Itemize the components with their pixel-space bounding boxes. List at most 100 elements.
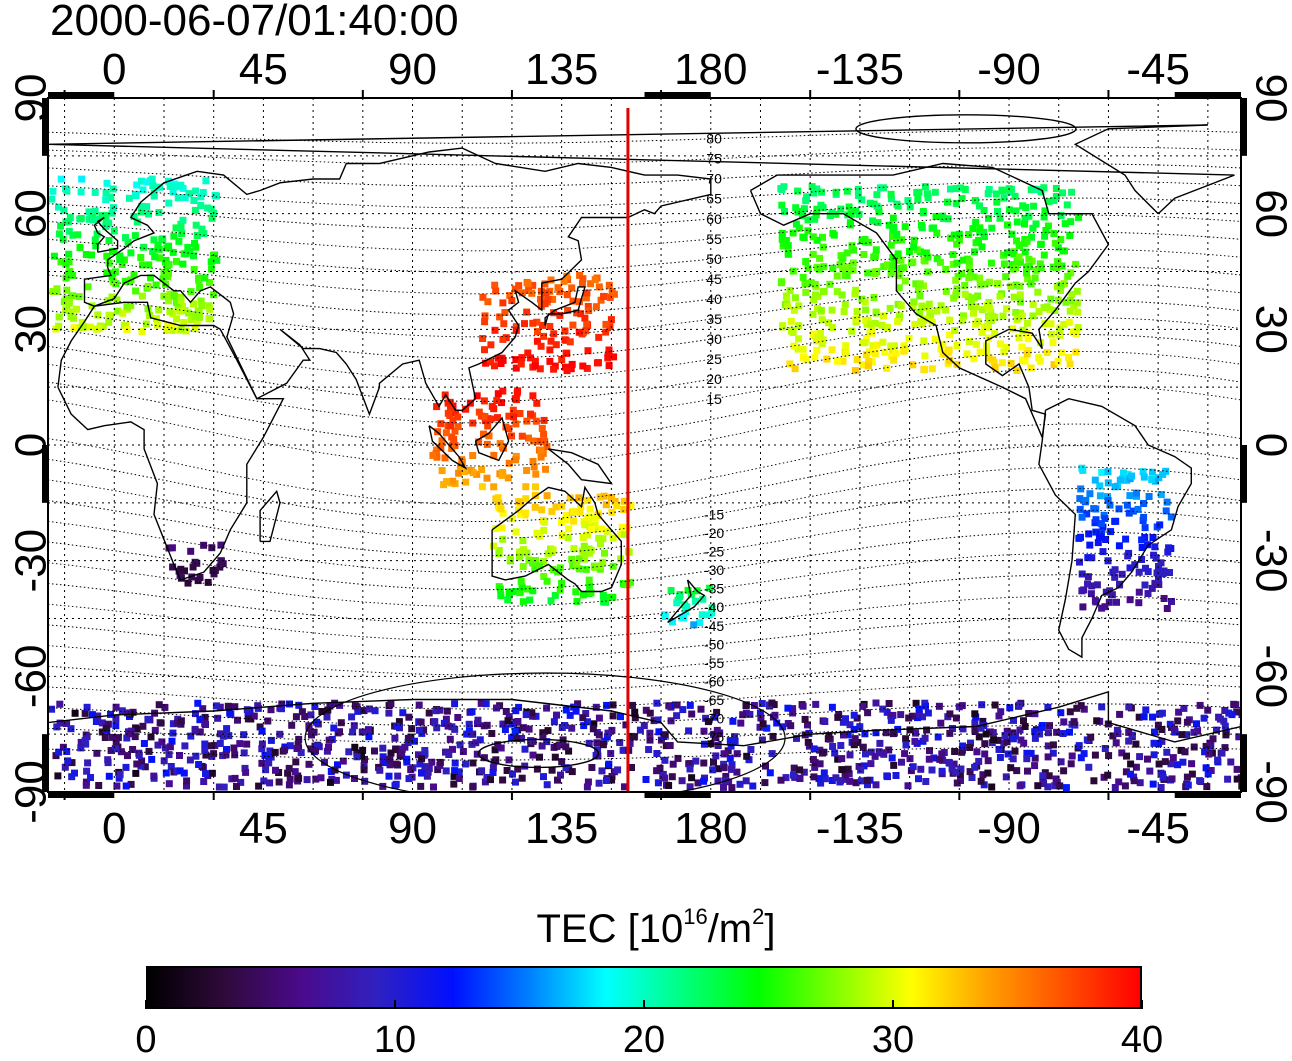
- tec-cell: [1056, 782, 1064, 790]
- tec-cell: [191, 206, 199, 214]
- tec-cell: [1218, 749, 1226, 757]
- tec-cell: [1011, 747, 1019, 755]
- tec-cell: [118, 261, 126, 268]
- tec-cell: [88, 711, 96, 719]
- tec-cell: [566, 711, 574, 719]
- tec-cell: [1037, 240, 1045, 248]
- tec-cell: [887, 195, 895, 203]
- tec-cell: [1135, 588, 1143, 596]
- tec-cell: [84, 759, 92, 767]
- tec-cell: [853, 356, 861, 364]
- tec-cell: [181, 567, 188, 575]
- tec-cell: [393, 722, 401, 730]
- tec-cell: [984, 769, 992, 777]
- tec-cell: [195, 761, 203, 768]
- tec-cell: [531, 503, 539, 511]
- tec-cell: [137, 254, 145, 261]
- tec-cell: [511, 728, 519, 735]
- tec-cell: [454, 714, 462, 721]
- tec-cell: [94, 311, 102, 319]
- tec-cell: [492, 525, 500, 532]
- tec-cell: [887, 716, 895, 724]
- tec-cell: [850, 711, 858, 719]
- tec-cell: [1049, 741, 1057, 749]
- tec-cell: [405, 775, 413, 783]
- tec-cell: [178, 302, 186, 310]
- tec-cell: [385, 772, 393, 780]
- tec-cell: [854, 191, 862, 199]
- tec-cell: [991, 363, 999, 371]
- tec-cell: [782, 774, 790, 782]
- tec-cell: [700, 777, 708, 785]
- pole-contour: [304, 672, 786, 792]
- tec-cell: [777, 776, 785, 784]
- tec-cell: [828, 306, 836, 314]
- tec-cell: [1104, 771, 1112, 779]
- tec-cell: [75, 293, 83, 301]
- tec-cell: [67, 308, 75, 316]
- tec-cell: [173, 315, 180, 323]
- tec-cell: [562, 743, 570, 751]
- tec-cell: [166, 743, 174, 751]
- tec-cell: [816, 329, 824, 337]
- tec-cell: [103, 269, 111, 277]
- tec-cell: [187, 547, 195, 555]
- tec-cell: [202, 177, 210, 185]
- tec-cell: [956, 771, 964, 778]
- tec-cell: [540, 527, 548, 534]
- tec-cell: [904, 782, 912, 790]
- tec-cell: [595, 779, 603, 787]
- tec-cell: [946, 729, 954, 737]
- left-axis-label: -30: [7, 529, 56, 593]
- tec-cell: [548, 507, 556, 515]
- tec-cell: [864, 362, 872, 370]
- tec-cell: [1194, 727, 1202, 735]
- coastline-layer: [48, 124, 1241, 747]
- lon-tick: [510, 792, 513, 800]
- tec-cell: [138, 292, 146, 300]
- tec-cell: [258, 740, 266, 748]
- lon-tick: [510, 90, 513, 98]
- tec-cell: [810, 189, 818, 197]
- tec-cell: [1012, 207, 1020, 215]
- tec-cell: [925, 300, 933, 308]
- tec-cell: [756, 709, 764, 717]
- tec-cell: [1052, 193, 1060, 200]
- tec-cell: [473, 392, 481, 400]
- tec-cell: [1175, 708, 1183, 716]
- tec-cell: [208, 214, 216, 222]
- tec-cell: [546, 346, 554, 354]
- tec-cell: [487, 358, 494, 366]
- tec-cell: [993, 198, 1001, 206]
- tec-cell: [1164, 548, 1172, 556]
- tec-cell: [583, 364, 591, 372]
- tec-cell: [179, 216, 187, 224]
- tec-cell: [137, 762, 145, 770]
- tec-cell: [970, 355, 978, 363]
- tec-cell: [337, 719, 345, 727]
- tec-cell: [451, 427, 459, 435]
- tec-cell: [430, 783, 437, 791]
- tec-cell: [1126, 564, 1134, 572]
- tec-cell: [811, 280, 819, 288]
- tec-cell: [350, 722, 358, 730]
- tec-cell: [1029, 224, 1037, 232]
- contour-line: [48, 746, 1241, 761]
- tec-cell: [76, 244, 84, 251]
- tec-cell: [226, 709, 234, 717]
- tec-cell: [1167, 760, 1175, 768]
- tec-cell: [1070, 302, 1078, 310]
- tec-cell: [491, 746, 499, 754]
- tec-cell: [1149, 780, 1157, 788]
- tec-cell: [207, 258, 215, 266]
- tec-cell: [213, 192, 220, 200]
- tec-cell: [921, 365, 928, 373]
- tec-cell: [1116, 710, 1124, 718]
- tec-cell: [379, 753, 387, 761]
- tec-cell: [113, 296, 121, 304]
- tec-cell: [360, 707, 368, 715]
- tec-cell: [1003, 738, 1011, 746]
- tec-cell: [323, 747, 331, 755]
- tec-cell: [1124, 470, 1132, 478]
- tec-cell: [996, 292, 1004, 300]
